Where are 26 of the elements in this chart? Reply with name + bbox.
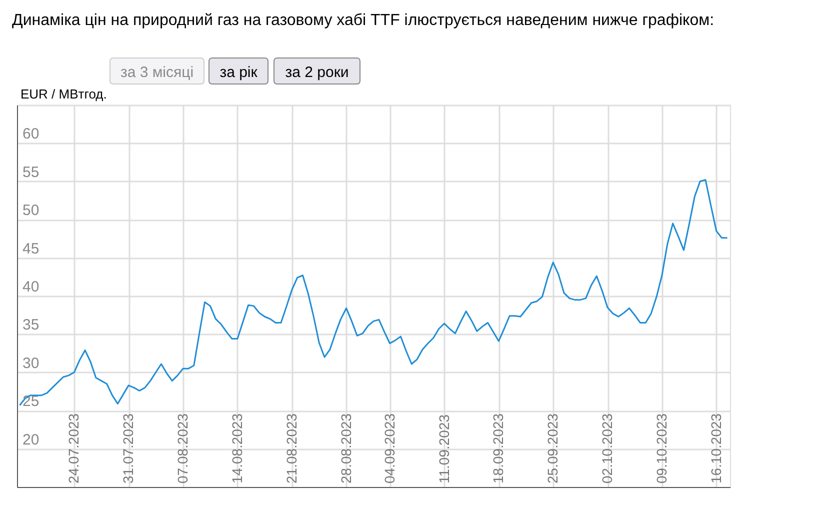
y-tick-label: 40 (22, 278, 40, 296)
x-tick-label: 28.08.2023 (338, 413, 354, 484)
chart-title: Динаміка цін на природний газ на газовому хабі TTF ілюструється наведеним нижче графіком: (12, 12, 714, 29)
y-tick-label: 35 (22, 316, 40, 334)
x-tick-label: 09.10.2023 (653, 413, 670, 484)
x-tick-label: 04.09.2023 (381, 413, 398, 484)
x-tick-label: 25.09.2023 (544, 413, 561, 484)
x-tick-label: 14.08.2023 (228, 413, 245, 484)
text: за 3 місяці (120, 64, 194, 81)
x-tick-label: 21.08.2023 (283, 413, 300, 484)
x-tick-label: 24.07.2023 (66, 413, 82, 484)
y-axis-title: EUR / MBтгод. (20, 86, 107, 102)
x-tick-label: 16.10.2023 (708, 413, 724, 484)
y-tick-label: 45 (22, 240, 40, 258)
x-tick-label: 18.09.2023 (490, 413, 506, 484)
y-tick-label: 50 (22, 202, 40, 220)
y-tick-label: 60 (22, 126, 40, 143)
x-tick-label: 31.07.2023 (120, 413, 136, 484)
text: за 2 роки (285, 64, 349, 81)
x-tick-label: 11.09.2023 (436, 414, 452, 484)
text: за рік (220, 64, 258, 81)
x-tick-label: 07.08.2023 (174, 413, 191, 484)
x-tick-label: 02.10.2023 (599, 413, 616, 484)
y-tick-label: 55 (22, 164, 40, 181)
y-tick-label: 30 (22, 354, 40, 372)
y-tick-label: 20 (22, 431, 40, 448)
